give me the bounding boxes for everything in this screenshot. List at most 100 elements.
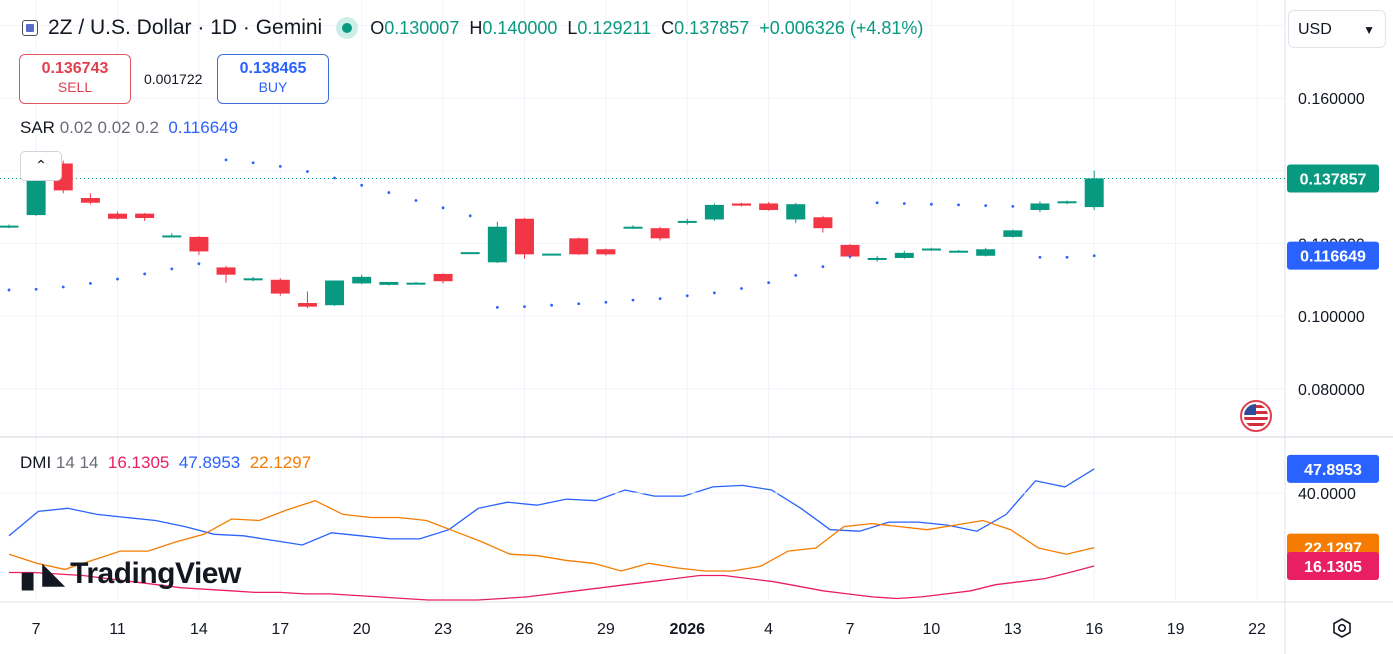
x-tick-label: 10 [923,621,941,638]
dmi-series-di [9,565,1095,601]
sar-dot [794,274,798,277]
sar-legend[interactable]: SAR 0.02 0.02 0.2 0.116649 [20,118,238,138]
candle-body [406,282,426,285]
sar-dot [604,300,608,304]
y-tick-label: 0.080000 [1298,382,1365,399]
candle [433,273,453,284]
candle-body [704,204,724,220]
sar-dot [224,158,228,162]
currency-selector[interactable]: USD ▼ [1288,10,1386,48]
sar-dot [523,305,526,309]
dmi-legend[interactable]: DMI 14 14 16.1305 47.8953 22.1297 [20,453,311,473]
logo-text: TradingView [70,556,241,590]
x-tick-label: 17 [271,621,289,638]
minus-di-badge-bg [1287,551,1379,580]
candle [867,255,887,262]
sar-badge-bg [1287,241,1379,270]
x-tick-label: 23 [434,621,452,638]
candle-body [840,244,860,257]
sar-dot [550,303,553,307]
candle-body [162,235,182,238]
candle-body [325,280,345,306]
currency-label: USD [1298,21,1332,38]
sell-button[interactable]: 0.136743 SELL [19,54,131,104]
collapse-legend-button[interactable]: ⌃ [20,151,62,181]
last-price-badge: 0.137857 [1287,164,1379,193]
sell-label: SELL [57,79,93,95]
x-tick-label: 7 [846,621,855,638]
sar-dot [251,161,255,165]
x-tick-label: 19 [1167,621,1185,638]
x-tick-label: 16 [1085,621,1103,638]
sar-dot [957,203,960,207]
candle-body [976,249,996,256]
sar-params: 0.02 0.02 0.2 [59,118,159,137]
candle-body [949,250,969,253]
dmi-name: DMI [20,453,52,472]
candle [921,247,941,251]
symbol-header: 2Z / U.S. Dollar · 1D · Gemini O0.130007… [22,16,923,40]
x-tick-label: 4 [764,621,773,638]
ohlc-high: H0.140000 [469,17,558,38]
market-status-icon [336,17,359,39]
candle [406,281,426,285]
x-tick-label: 22 [1248,621,1266,638]
sar-dot [360,183,364,187]
sar-dot [577,302,581,306]
buy-button[interactable]: 0.138465 BUY [217,54,329,104]
settings-gear-icon[interactable] [1331,617,1353,639]
symbol-logo-icon [22,20,38,36]
sar-dot [740,287,743,290]
x-tick-label: 29 [597,621,615,638]
candle [1084,170,1104,211]
ohlc-open: O0.130007 [370,17,460,38]
candle-body [1003,230,1023,237]
candle-body [677,220,697,223]
candle-body [1030,203,1050,211]
dmi-plus-di-value: 47.8953 [178,453,241,472]
candle [108,211,128,220]
sar-dot [875,201,879,205]
y-tick-label: 0.160000 [1298,91,1365,108]
plus-di-badge-text: 47.8953 [1304,462,1362,479]
sar-dot [278,165,282,168]
candle-body [894,252,914,258]
candle-body [216,267,236,275]
candle [243,276,263,282]
candle [0,224,19,229]
us-flag-icon[interactable] [1240,400,1272,432]
candle [677,218,697,225]
candle-body [514,218,534,255]
sar-badge-text: 0.116649 [1300,249,1366,266]
candle-body [786,204,806,220]
tradingview-logo[interactable]: ▖◣ TradingView [22,556,241,591]
price-change: +0.006326 (+4.81%) [759,17,924,38]
candle [759,202,779,211]
dmi-series-di [8,468,1095,546]
sar-dot [658,297,662,301]
candle [623,225,643,229]
candle [460,252,480,255]
sar-dot [333,176,336,180]
candle [135,212,155,221]
candle [786,202,806,224]
chevron-up-icon: ⌃ [35,157,47,173]
x-tick-label: 20 [353,621,371,638]
sar-dot [821,265,825,269]
candle-body [379,281,399,285]
x-tick-label: 14 [190,621,208,638]
plus-di-badge: 47.8953 [1287,454,1379,483]
dmi-y-tick-label: 40.0000 [1298,486,1356,503]
candle [1003,229,1023,238]
dmi-series-adx [8,499,1095,572]
candle [1057,200,1077,205]
sar-dot [143,272,147,276]
candle [813,215,833,233]
candle-body [596,249,616,255]
x-tick-label: 7 [32,621,41,638]
spread-value: 0.001722 [144,71,203,87]
sar-dot [61,285,65,289]
symbol-title[interactable]: 2Z / U.S. Dollar · 1D · Gemini [48,16,323,39]
candle-body [108,213,128,219]
